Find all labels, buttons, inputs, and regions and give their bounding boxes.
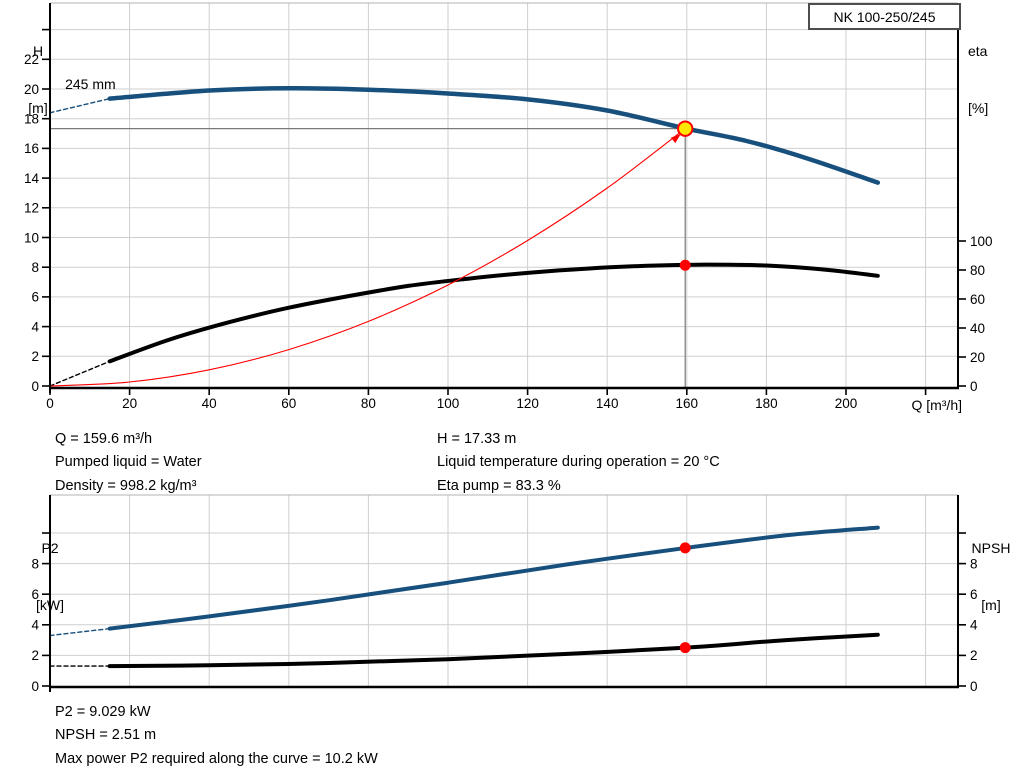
duty-info-right: H = 17.33 m Liquid temperature during op… — [437, 428, 720, 498]
x-tick-label: 60 — [281, 396, 296, 411]
eta-curve-dashed — [49, 360, 111, 387]
info-npsh: NPSH = 2.51 m — [55, 727, 157, 744]
p2-curve — [107, 525, 880, 631]
y-tick-right-label: 0 — [970, 679, 978, 694]
x-tick-label: 100 — [437, 396, 460, 411]
axis-label-eta-unit: [%] — [968, 100, 989, 116]
y-tick-left-label: 20 — [24, 82, 39, 97]
x-tick-label: 20 — [122, 396, 137, 411]
y-tick-left-label: 0 — [31, 679, 39, 694]
info-flow: Q = 159.6 m³/h — [55, 431, 153, 447]
axis-label-h: H — [32, 43, 44, 59]
bottom-left-axis-label: P2 [kW] — [22, 501, 78, 653]
y-tick-left-label: 4 — [31, 618, 39, 633]
y-tick-right-label: 100 — [970, 234, 993, 249]
y-tick-right-label: 40 — [970, 321, 985, 336]
y-tick-right-label: 20 — [970, 350, 985, 365]
y-tick-right-label: 60 — [970, 292, 985, 307]
eta-point-marker — [679, 259, 691, 271]
x-tick-label: 160 — [676, 396, 699, 411]
p2-point-marker — [679, 542, 691, 554]
y-tick-right-label: 0 — [970, 379, 978, 394]
axis-label-npsh: NPSH — [971, 540, 1011, 556]
head-curve-dashed — [49, 97, 111, 114]
y-tick-right-label: 8 — [970, 556, 978, 571]
info-eta: Eta pump = 83.3 % — [437, 477, 561, 494]
y-tick-left-label: 0 — [31, 379, 39, 394]
y-tick-left-label: 18 — [24, 112, 39, 127]
y-tick-left-label: 8 — [31, 260, 39, 275]
head-curve — [107, 86, 881, 185]
duty-point-marker[interactable] — [677, 120, 694, 137]
x-tick-label: 180 — [755, 396, 778, 411]
power-info: P2 = 9.029 kW NPSH = 2.51 m Max power P2… — [55, 701, 378, 771]
x-tick-label: 200 — [835, 396, 858, 411]
y-tick-right-label: 2 — [970, 648, 978, 663]
x-tick-label: 40 — [202, 396, 217, 411]
top-left-axis-label: H [m] — [14, 4, 62, 156]
y-tick-left-label: 6 — [31, 587, 39, 602]
y-tick-left-label: 4 — [31, 319, 39, 334]
axis-label-npsh-unit: [m] — [981, 597, 1001, 613]
eta-curve — [107, 262, 880, 364]
y-tick-left-label: 12 — [24, 201, 39, 216]
system-arrowhead — [670, 134, 681, 144]
y-tick-right-label: 6 — [970, 587, 978, 602]
y-tick-right-label: 4 — [970, 618, 978, 633]
y-tick-left-label: 22 — [24, 52, 39, 67]
p2-curve-dashed — [49, 627, 111, 637]
axis-label-kw: [kW] — [36, 597, 64, 613]
info-head: H = 17.33 m — [437, 431, 517, 447]
npsh-point-marker — [679, 642, 691, 654]
duty-info-left: Q = 159.6 m³/h Pumped liquid = Water Den… — [55, 428, 202, 498]
y-tick-right-label: 80 — [970, 263, 985, 278]
y-tick-left-label: 14 — [24, 171, 40, 186]
x-axis-label: Q [m³/h] — [911, 397, 962, 413]
info-liquid: Pumped liquid = Water — [55, 454, 202, 471]
x-tick-label: 0 — [46, 396, 54, 411]
y-tick-left-label: 2 — [31, 648, 39, 663]
x-tick-label: 80 — [361, 396, 376, 411]
x-tick-label: 120 — [516, 396, 539, 411]
bottom-right-axis-label: NPSH [m] — [962, 501, 1020, 653]
x-tick-label: 140 — [596, 396, 619, 411]
info-p2: P2 = 9.029 kW — [55, 704, 151, 720]
y-tick-left-label: 6 — [31, 290, 39, 305]
pump-type-badge: NK 100-250/245 — [808, 3, 961, 30]
axis-label-m: [m] — [28, 100, 48, 116]
top-right-axis-label: eta [%] — [968, 4, 1020, 156]
axis-label-eta: eta — [968, 43, 988, 59]
y-tick-left-label: 16 — [24, 141, 39, 156]
info-temperature: Liquid temperature during operation = 20… — [437, 454, 720, 471]
axis-label-p2: P2 — [41, 540, 59, 556]
y-tick-left-label: 2 — [31, 349, 39, 364]
y-tick-left-label: 8 — [31, 556, 39, 571]
info-max-power: Max power P2 required along the curve = … — [55, 750, 378, 767]
npsh-curve — [107, 632, 880, 669]
y-tick-left-label: 10 — [24, 230, 39, 245]
impeller-size-label: 245 mm — [65, 76, 116, 92]
info-density: Density = 998.2 kg/m³ — [55, 477, 197, 494]
system-curve — [49, 128, 686, 387]
